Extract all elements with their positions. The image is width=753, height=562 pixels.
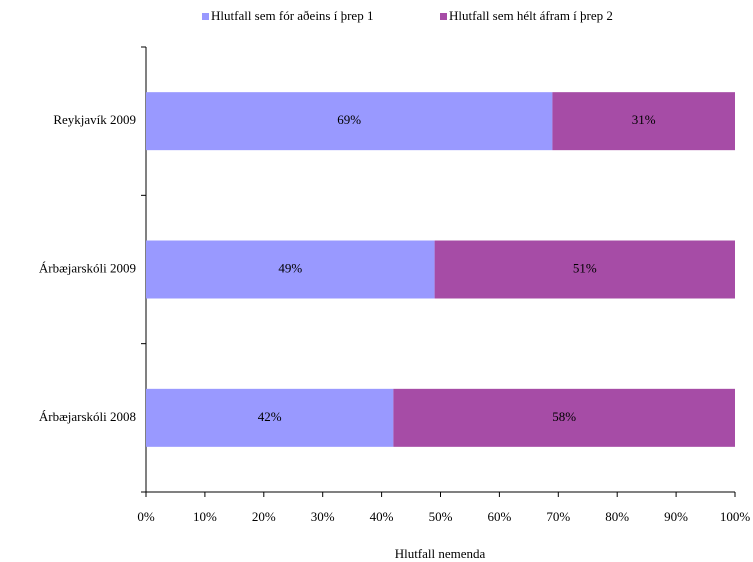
data-label: 42% (258, 409, 282, 424)
x-tick-label: 40% (370, 509, 394, 524)
y-tick-label: Reykjavík 2009 (53, 112, 136, 127)
x-axis-label: Hlutfall nemenda (395, 546, 486, 561)
x-tick-label: 20% (252, 509, 276, 524)
legend-label: Hlutfall sem fór aðeins í þrep 1 (211, 8, 373, 23)
bar-segment (434, 240, 735, 299)
legend-swatch (202, 13, 209, 20)
x-tick-label: 100% (720, 509, 751, 524)
data-label: 31% (632, 112, 656, 127)
legend-label: Hlutfall sem hélt áfram í þrep 2 (449, 8, 613, 23)
x-tick-label: 0% (137, 509, 155, 524)
legend-swatch (440, 13, 447, 20)
x-tick-label: 90% (664, 509, 688, 524)
x-tick-label: 50% (429, 509, 453, 524)
x-tick-label: 60% (487, 509, 511, 524)
bar-segment (146, 240, 435, 299)
x-tick-label: 30% (311, 509, 335, 524)
x-tick-label: 80% (605, 509, 629, 524)
bar-segment (393, 388, 735, 447)
y-tick-label: Árbæjarskóli 2009 (39, 260, 136, 275)
data-label: 49% (278, 260, 302, 275)
x-tick-label: 70% (546, 509, 570, 524)
data-label: 51% (573, 260, 597, 275)
bar-segment (146, 92, 553, 151)
x-tick-label: 10% (193, 509, 217, 524)
bar-segment (552, 92, 735, 151)
data-label: 58% (552, 409, 576, 424)
y-tick-label: Árbæjarskóli 2008 (39, 409, 136, 424)
bar-segment (146, 388, 394, 447)
data-label: 69% (337, 112, 361, 127)
